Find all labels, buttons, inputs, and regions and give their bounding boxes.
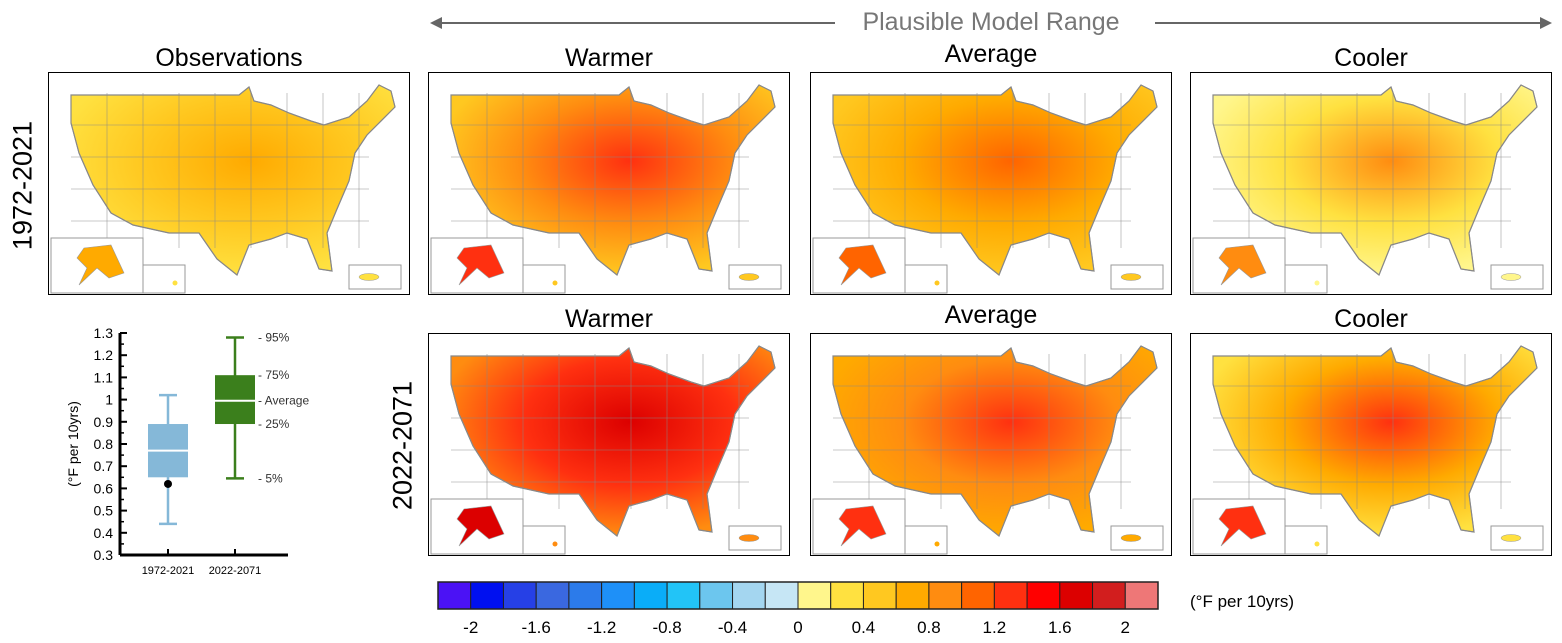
plausible-model-range-header: Plausible Model Range xyxy=(430,4,1552,38)
colorbar-bin xyxy=(961,581,995,610)
y-tick-label: 1.2 xyxy=(94,347,114,363)
percentile-annotation: - 95% xyxy=(258,330,290,344)
colorbar-bin xyxy=(666,581,701,610)
colorbar-bin xyxy=(830,581,864,610)
colorbar-bin xyxy=(862,581,897,610)
colorbar-tick-label: -0.4 xyxy=(718,618,747,637)
map-panel-warmer xyxy=(428,333,790,556)
box-2022-2071 xyxy=(215,336,255,480)
us-map xyxy=(812,84,1164,294)
colorbar-bin xyxy=(764,581,799,610)
colorbar-tick-label: 0 xyxy=(793,618,802,637)
colorbar-bin xyxy=(502,581,537,610)
colorbar-bin xyxy=(993,581,1028,610)
map-title: Average xyxy=(944,40,1038,68)
x-tick-label: 1972-2021 xyxy=(142,565,195,577)
colorbar-tick-label: 2 xyxy=(1121,618,1130,637)
y-axis-label: (°F per 10yrs) xyxy=(65,401,81,487)
x-tick-label: 2022-2071 xyxy=(209,565,262,577)
colorbar-unit-label: (°F per 10yrs) xyxy=(1190,592,1294,611)
us-map xyxy=(50,84,402,294)
hawaii-inset xyxy=(904,264,948,294)
map-panel-cooler xyxy=(1190,333,1552,556)
colorbar-bin xyxy=(601,581,635,610)
percentile-annotation: - Average xyxy=(258,394,309,408)
y-tick-label: 1.1 xyxy=(94,369,114,385)
y-tick-label: 1.3 xyxy=(94,325,114,341)
colorbar-tick-label: 1.6 xyxy=(1048,618,1072,637)
map-panel-cooler xyxy=(1190,72,1552,295)
puerto-rico-inset xyxy=(1490,264,1544,290)
hawaii-inset xyxy=(522,525,566,555)
percentile-annotation: - 75% xyxy=(258,368,290,382)
us-map xyxy=(812,345,1164,555)
map-title: Cooler xyxy=(1334,305,1408,333)
observed-point xyxy=(164,479,172,488)
colorbar-bin xyxy=(568,581,603,610)
colorbar-tick-label: -1.6 xyxy=(522,618,551,637)
map-panel-average xyxy=(810,72,1172,295)
map-panel-average xyxy=(810,333,1172,556)
colorbar-bin xyxy=(437,581,472,610)
us-map xyxy=(1192,345,1544,555)
range-arrow xyxy=(430,17,1552,29)
y-tick-label: 0.7 xyxy=(94,458,114,474)
hawaii-inset xyxy=(904,525,948,555)
colorbar-bin xyxy=(1059,581,1094,610)
us-map xyxy=(430,345,782,555)
hawaii-inset xyxy=(522,264,566,294)
map-panel-warmer xyxy=(428,72,790,295)
colorbar-tick-label: 0.8 xyxy=(917,618,941,637)
y-tick-label: 0.3 xyxy=(94,547,114,563)
map-panel-observations xyxy=(48,72,410,295)
y-tick-label: 1 xyxy=(105,392,113,408)
hawaii-inset xyxy=(142,264,186,294)
box-1972-2021 xyxy=(148,393,188,526)
y-tick-label: 0.4 xyxy=(94,525,114,541)
hawaii-inset xyxy=(1284,264,1328,294)
percentile-annotation: - 5% xyxy=(258,471,283,485)
colorbar: -2 -1.6 -1.2 -0.8 -0.4 0 0.4 0.8 1.2 1.6 2 (°F per … xyxy=(437,581,1294,637)
row-label-1972-2021: 1972-2021 xyxy=(7,120,38,251)
us-map xyxy=(430,84,782,294)
colorbar-bin xyxy=(928,581,963,610)
y-tick-label: 0.5 xyxy=(94,503,114,519)
colorbar-bin xyxy=(699,581,734,610)
hawaii-inset xyxy=(1284,525,1328,555)
box-plot: 0.3 0.4 0.5 0.6 0.7 0.8 0.9 1 1.1 1.2 1.3 (°F per 1… xyxy=(65,325,309,577)
colorbar-bin xyxy=(895,581,930,610)
puerto-rico-inset xyxy=(1110,525,1164,551)
map-title: Cooler xyxy=(1334,44,1408,72)
range-label: Plausible Model Range xyxy=(862,8,1120,36)
colorbar-bin xyxy=(633,581,668,610)
colorbar-tick-label: -1.2 xyxy=(587,618,616,637)
row-label-2022-2071: 2022-2071 xyxy=(387,380,418,511)
map-title: Warmer xyxy=(565,44,653,72)
colorbar-tick-label: 1.2 xyxy=(983,618,1007,637)
map-title: Observations xyxy=(155,44,303,72)
y-tick-label: 0.8 xyxy=(94,436,114,452)
colorbar-tick-label: 0.4 xyxy=(852,618,876,637)
colorbar-tick-label: -2 xyxy=(463,618,478,637)
colorbar-bin xyxy=(470,581,504,610)
percentile-annotation: - 25% xyxy=(258,417,290,431)
colorbar-bin xyxy=(732,581,766,610)
map-title: Average xyxy=(944,301,1038,329)
y-tick-label: 0.6 xyxy=(94,480,114,496)
colorbar-bin xyxy=(1026,581,1061,610)
colorbar-bin xyxy=(1124,581,1159,610)
colorbar-bin xyxy=(1092,581,1126,610)
colorbar-bin xyxy=(535,581,570,610)
us-map xyxy=(1192,84,1544,294)
map-title: Warmer xyxy=(565,305,653,333)
colorbar-tick-label: -0.8 xyxy=(652,618,681,637)
y-tick-label: 0.9 xyxy=(94,414,114,430)
colorbar-bin xyxy=(797,581,832,610)
